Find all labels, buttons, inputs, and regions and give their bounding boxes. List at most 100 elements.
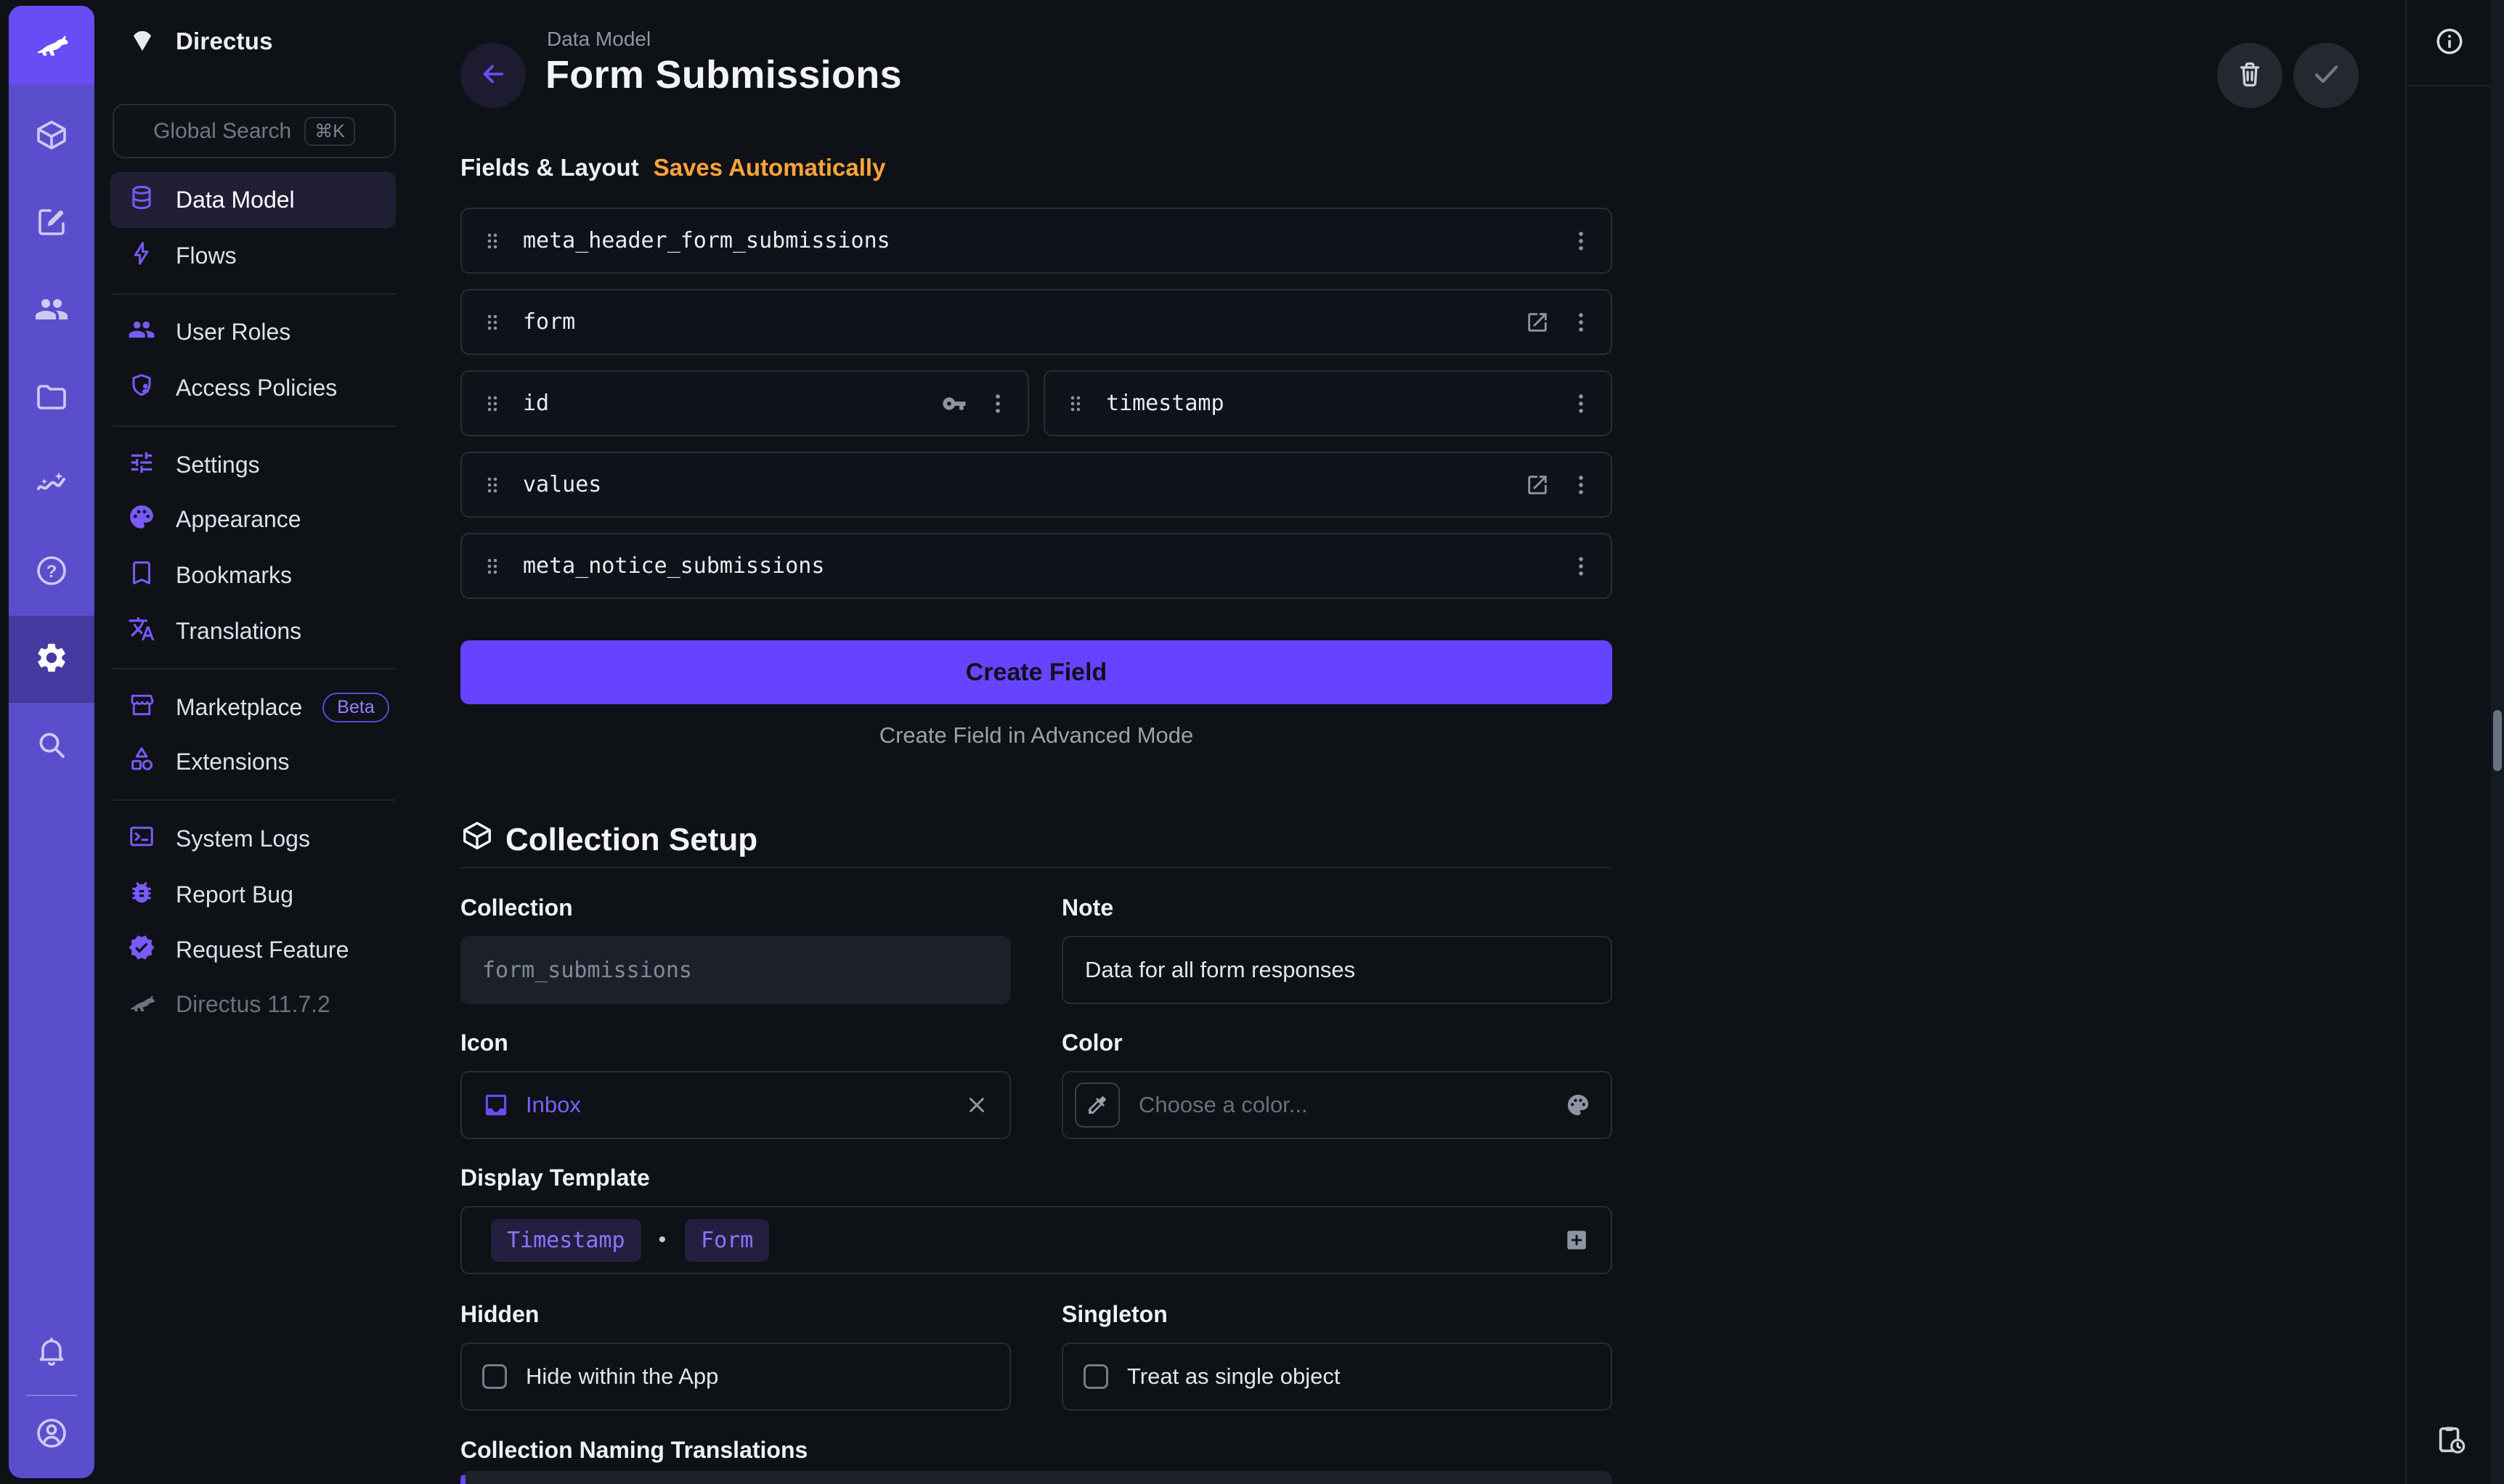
kebab-menu-icon[interactable] [1569, 554, 1593, 579]
revisions-button[interactable] [2434, 1423, 2468, 1456]
icon-field-label: Icon [460, 1030, 508, 1056]
kebab-menu-icon[interactable] [1569, 473, 1593, 497]
storefront-icon [128, 691, 155, 725]
color-select-input[interactable]: Choose a color... [1062, 1071, 1612, 1139]
main-content: Data Model Form Submissions Fields & Lay… [410, 0, 2405, 1484]
naming-translations-widget[interactable] [460, 1471, 1612, 1484]
module-project-logo[interactable] [9, 6, 94, 84]
template-separator: • [658, 1228, 667, 1252]
drag-handle-icon[interactable] [481, 473, 504, 497]
kebab-menu-icon[interactable] [1569, 391, 1593, 416]
inbox-icon [482, 1091, 510, 1119]
svg-text:?: ? [46, 561, 57, 581]
eyedropper-icon[interactable] [1075, 1083, 1120, 1128]
insights-icon [34, 466, 69, 505]
drag-handle-icon[interactable] [481, 555, 504, 578]
sidebar-item-marketplace[interactable]: Marketplace Beta [110, 680, 396, 735]
field-row[interactable]: meta_header_form_submissions [460, 208, 1612, 274]
module-help[interactable]: ? [9, 529, 94, 616]
singleton-toggle-input: Treat as single object [1062, 1342, 1612, 1411]
scrollbar-track[interactable] [2491, 0, 2504, 1484]
drag-handle-icon[interactable] [481, 311, 504, 334]
sidebar-item-user-roles[interactable]: User Roles [110, 304, 396, 360]
scrollbar-thumb[interactable] [2493, 710, 2502, 771]
sidebar-item-data-model[interactable]: Data Model [110, 172, 396, 228]
note-input[interactable]: Data for all form responses [1062, 936, 1612, 1004]
sidebar-item-flows[interactable]: Flows [110, 228, 396, 284]
create-field-button[interactable]: Create Field [460, 640, 1612, 704]
icon-select-input[interactable]: Inbox [460, 1071, 1011, 1139]
hidden-checkbox-row[interactable]: Hide within the App [462, 1363, 739, 1390]
tune-icon [128, 449, 155, 482]
module-files[interactable] [9, 354, 94, 441]
palette-icon[interactable] [1566, 1093, 1590, 1117]
sidebar-item-system-logs[interactable]: System Logs [110, 811, 396, 867]
add-field-icon[interactable] [1564, 1228, 1589, 1252]
open-relation-icon[interactable] [1525, 310, 1550, 335]
sidebar-item-request-feature[interactable]: Request Feature [110, 922, 396, 978]
sidebar-item-access-policies[interactable]: Access Policies [110, 360, 396, 416]
collection-name-value: form_submissions [482, 957, 692, 983]
project-header[interactable]: Directus [110, 16, 396, 67]
save-button[interactable] [2293, 43, 2359, 108]
sidebar-item-label: Translations [176, 618, 302, 644]
info-button[interactable] [2434, 26, 2465, 57]
version-label: Directus 11.7.2 [176, 991, 330, 1017]
template-chip-timestamp[interactable]: Timestamp [491, 1218, 641, 1262]
field-name: form [523, 309, 576, 335]
verified-icon [128, 934, 155, 967]
display-template-input[interactable]: Timestamp • Form [460, 1206, 1612, 1274]
sidebar-item-settings[interactable]: Settings [110, 437, 396, 493]
sidebar-item-label: Appearance [176, 506, 301, 532]
create-field-advanced-link[interactable]: Create Field in Advanced Mode [879, 722, 1194, 748]
kebab-menu-icon[interactable] [1569, 310, 1593, 335]
sidebar-item-label: Flows [176, 242, 237, 269]
delete-collection-button[interactable] [2217, 43, 2283, 108]
field-row[interactable]: values [460, 452, 1612, 518]
open-relation-icon[interactable] [1525, 473, 1550, 497]
notifications-button[interactable] [9, 1309, 94, 1396]
breadcrumb[interactable]: Data Model [547, 28, 651, 50]
module-editor[interactable] [9, 180, 94, 267]
singleton-checkbox-row[interactable]: Treat as single object [1063, 1363, 1361, 1390]
color-placeholder: Choose a color... [1139, 1092, 1308, 1117]
module-settings[interactable] [9, 616, 94, 703]
checkbox-icon[interactable] [482, 1364, 507, 1389]
sidebar-item-extensions[interactable]: Extensions [110, 734, 396, 790]
clear-icon-button[interactable] [964, 1093, 989, 1117]
back-button[interactable] [460, 43, 526, 108]
sidebar-item-translations[interactable]: Translations [110, 603, 396, 659]
search-shortcut-badge: ⌘K [304, 116, 355, 146]
singleton-checkbox-label: Treat as single object [1127, 1363, 1341, 1389]
checkbox-icon[interactable] [1084, 1364, 1108, 1389]
bolt-icon [128, 240, 155, 273]
kebab-menu-icon[interactable] [985, 391, 1010, 416]
drag-handle-icon[interactable] [1064, 392, 1087, 415]
drag-handle-icon[interactable] [481, 229, 504, 253]
sidebar-item-appearance[interactable]: Appearance [110, 492, 396, 547]
collection-setup-label: Collection Setup [505, 821, 758, 857]
field-row[interactable]: meta_notice_submissions [460, 533, 1612, 599]
sidebar-item-report-bug[interactable]: Report Bug [110, 867, 396, 923]
section-divider [460, 867, 1612, 868]
field-row[interactable]: id [460, 370, 1029, 436]
global-search-input[interactable]: Global Search ⌘K [113, 104, 396, 158]
module-content[interactable] [9, 93, 94, 180]
users-icon [34, 292, 69, 330]
sidebar-item-version: Directus 11.7.2 [110, 977, 396, 1032]
fields-grid: meta_header_form_submissions form id [460, 208, 1612, 599]
drag-handle-icon[interactable] [481, 392, 504, 415]
module-users[interactable] [9, 267, 94, 354]
sidebar-item-bookmarks[interactable]: Bookmarks [110, 547, 396, 603]
field-row[interactable]: form [460, 289, 1612, 355]
kebab-menu-icon[interactable] [1569, 229, 1593, 253]
template-chip-form[interactable]: Form [685, 1218, 770, 1262]
hidden-checkbox-label: Hide within the App [526, 1363, 719, 1389]
sidebar-item-label: Bookmarks [176, 562, 293, 588]
account-button[interactable] [9, 1391, 94, 1478]
module-bar: ? [9, 6, 94, 1478]
module-search[interactable] [9, 703, 94, 790]
translate-icon [128, 615, 155, 648]
module-insights[interactable] [9, 441, 94, 529]
field-row[interactable]: timestamp [1044, 370, 1612, 436]
